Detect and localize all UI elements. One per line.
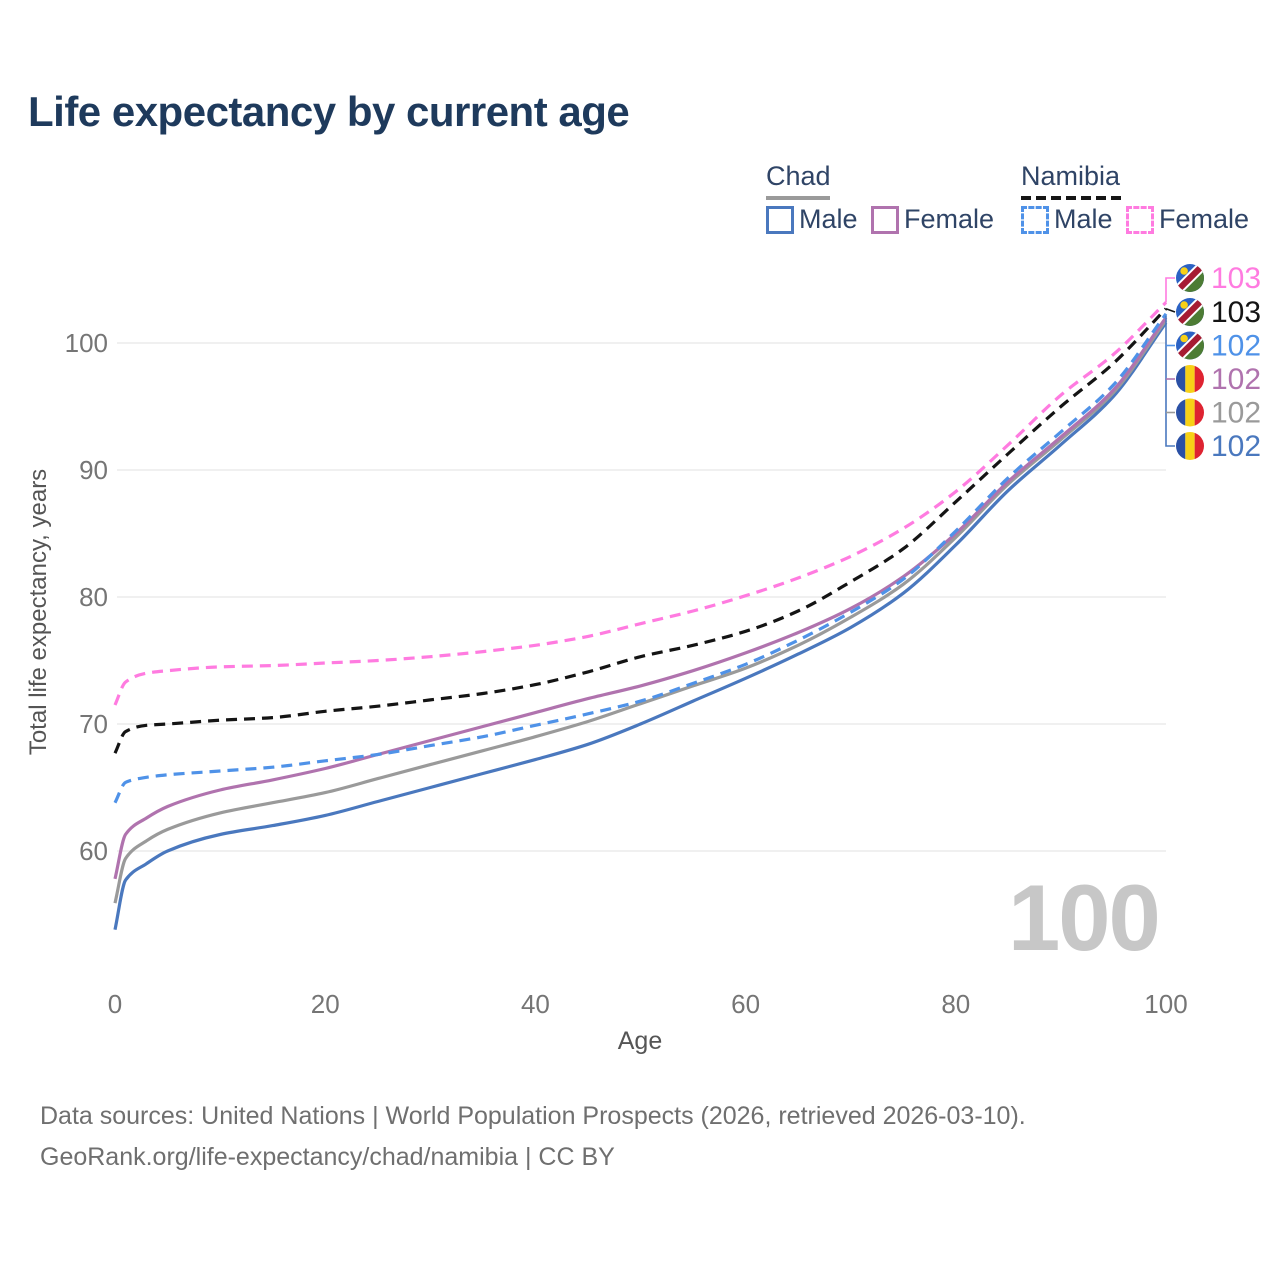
x-tick-label: 100 xyxy=(1144,989,1187,1019)
y-tick-label: 60 xyxy=(79,836,108,866)
end-value-label: 102 xyxy=(1211,397,1261,430)
flag-icon-namibia xyxy=(1176,331,1204,360)
age-counter-watermark: 100 xyxy=(1008,865,1161,970)
chart-line-namibia xyxy=(113,307,1168,754)
y-axis-title: Total life expectancy, years xyxy=(25,469,52,755)
legend-swatch-namibia-female[interactable] xyxy=(1126,206,1154,234)
legend-chad-line-sample xyxy=(766,196,830,200)
y-tick-label: 90 xyxy=(79,455,108,485)
source-url-line: GeoRank.org/life-expectancy/chad/namibia… xyxy=(40,1143,615,1171)
x-tick-label: 80 xyxy=(941,989,970,1019)
flag-icon-chad xyxy=(1176,432,1204,460)
end-value-label: 103 xyxy=(1211,262,1261,295)
legend-swatch-namibia-male[interactable] xyxy=(1021,206,1049,234)
x-axis-title: Age xyxy=(618,1027,662,1055)
chart-line-chad-male xyxy=(113,321,1168,931)
end-value-label: 102 xyxy=(1211,430,1261,463)
chart-line-namibia-male xyxy=(113,312,1168,804)
flag-icon-chad xyxy=(1176,365,1204,393)
legend-swatch-chad-male[interactable] xyxy=(766,206,794,234)
data-source-line: Data sources: United Nations | World Pop… xyxy=(40,1102,1026,1130)
y-tick-label: 70 xyxy=(79,709,108,739)
leader-line xyxy=(1165,277,1175,303)
legend-group-chad[interactable]: Chad xyxy=(766,161,831,191)
x-tick-label: 0 xyxy=(108,989,122,1019)
legend-group-namibia[interactable]: Namibia xyxy=(1021,161,1121,191)
y-tick-label: 80 xyxy=(79,582,108,612)
legend-label-namibia-female[interactable]: Female xyxy=(1159,204,1250,234)
chart-line-namibia-female xyxy=(113,301,1168,706)
legend-namibia-line-sample xyxy=(1021,196,1121,200)
legend-label-chad-female[interactable]: Female xyxy=(904,204,995,234)
flag-icon-chad xyxy=(1176,398,1204,427)
legend-label-namibia-male[interactable]: Male xyxy=(1054,204,1113,234)
end-value-label: 102 xyxy=(1211,363,1261,396)
end-value-label: 103 xyxy=(1211,296,1261,329)
chart-line-chad-female xyxy=(113,316,1168,880)
flag-icon-namibia xyxy=(1176,298,1204,326)
x-tick-label: 20 xyxy=(311,989,340,1019)
page-title: Life expectancy by current age xyxy=(28,88,630,135)
x-tick-label: 60 xyxy=(731,989,760,1019)
footer-credits: Data sources: United Nations | World Pop… xyxy=(40,1096,1026,1178)
legend-swatch-chad-female[interactable] xyxy=(871,206,899,234)
leader-line xyxy=(1165,307,1176,313)
flag-icon-namibia xyxy=(1176,264,1204,292)
x-tick-label: 40 xyxy=(521,989,550,1019)
leader-line xyxy=(1165,315,1175,447)
chart-line-chad xyxy=(113,319,1168,904)
legend-label-chad-male[interactable]: Male xyxy=(799,204,858,234)
end-value-label: 102 xyxy=(1211,330,1261,363)
y-tick-label: 100 xyxy=(65,328,108,358)
line-chart: 60 70 80 90 100 0 20 40 60 80 100 Age Total life exp… xyxy=(25,262,1261,1055)
